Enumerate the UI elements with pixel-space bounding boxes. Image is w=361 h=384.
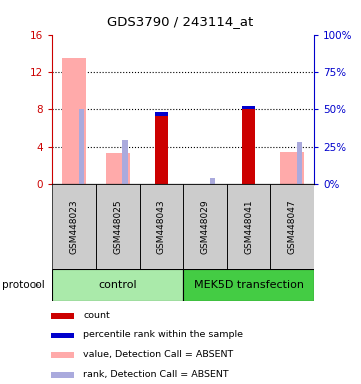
Text: GSM448043: GSM448043 [157, 199, 166, 254]
Text: rank, Detection Call = ABSENT: rank, Detection Call = ABSENT [83, 370, 229, 379]
Text: percentile rank within the sample: percentile rank within the sample [83, 330, 243, 339]
Bar [210, 178, 215, 184]
Bar [297, 142, 302, 184]
Bar [242, 106, 255, 109]
Bar [270, 184, 314, 269]
Bar [242, 108, 255, 184]
Bar [96, 184, 140, 269]
Text: protocol: protocol [2, 280, 44, 290]
Bar [51, 372, 74, 378]
Bar [183, 184, 227, 269]
Text: GSM448023: GSM448023 [70, 199, 79, 254]
Bar [62, 58, 86, 184]
Bar [140, 184, 183, 269]
Bar [51, 353, 74, 358]
Bar [106, 154, 130, 184]
Text: count: count [83, 311, 110, 319]
Bar [52, 269, 183, 301]
Text: GSM448047: GSM448047 [288, 199, 297, 254]
Text: value, Detection Call = ABSENT: value, Detection Call = ABSENT [83, 350, 233, 359]
Text: control: control [99, 280, 137, 290]
Bar [183, 269, 314, 301]
Text: GSM448041: GSM448041 [244, 199, 253, 254]
Bar [155, 114, 168, 184]
Bar [51, 313, 74, 319]
Bar [51, 333, 74, 338]
Bar [79, 109, 84, 184]
Bar [155, 112, 168, 116]
Text: GSM448025: GSM448025 [113, 199, 122, 254]
Text: MEK5D transfection: MEK5D transfection [193, 280, 304, 290]
Bar [122, 140, 127, 184]
Bar [227, 184, 270, 269]
Text: GSM448029: GSM448029 [200, 199, 209, 254]
Bar [280, 152, 304, 184]
Text: GDS3790 / 243114_at: GDS3790 / 243114_at [107, 15, 254, 28]
Bar [52, 184, 96, 269]
